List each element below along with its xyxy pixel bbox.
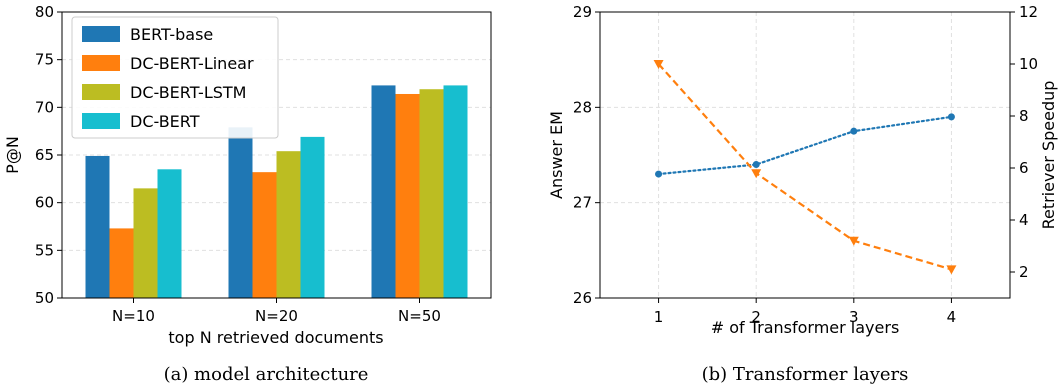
line-chart-x-tick-label: 4 <box>947 308 957 326</box>
bar <box>109 228 134 298</box>
bar <box>395 93 420 298</box>
line-chart-grid <box>600 11 1010 299</box>
line-chart-x-tick-label: 2 <box>751 308 761 326</box>
bar-chart-y-tick-label: 65 <box>35 146 54 164</box>
bar <box>85 155 110 298</box>
line-chart-caption: (b) Transformer layers <box>702 364 909 385</box>
bar-chart-bars <box>85 85 468 298</box>
left-y-tick-label: 26 <box>573 289 592 307</box>
answer-em-point <box>752 161 760 169</box>
right-y-tick-label: 4 <box>1019 211 1029 229</box>
legend-box <box>71 16 279 139</box>
legend-swatch <box>82 113 120 129</box>
bar-chart-x-tick-label: N=10 <box>112 307 155 325</box>
answer-em-point <box>947 113 955 121</box>
retriever-speedup-point <box>946 265 957 275</box>
legend-entry: DC-BERT <box>130 112 200 131</box>
line-chart-left-ticks: 26 27 28 29 <box>573 3 600 307</box>
legend-swatch <box>82 55 120 71</box>
line-chart-x-tick-label: 3 <box>849 308 859 326</box>
retriever-speedup-point <box>653 60 664 69</box>
answer-em-point <box>655 170 663 178</box>
line-chart-right-ylabel: Retriever Speedup <box>1039 81 1058 230</box>
bar <box>157 169 182 298</box>
bar <box>419 89 444 298</box>
bar-chart-y-tick-label: 60 <box>35 194 54 212</box>
bar-chart-x-tick-label: N=20 <box>255 307 298 325</box>
bar-chart-x-tick-label: N=50 <box>398 307 441 325</box>
left-y-tick-label: 29 <box>573 3 592 21</box>
right-y-tick-label: 8 <box>1019 107 1029 125</box>
line-chart-left-ylabel: Answer EM <box>547 111 566 199</box>
bar-chart-y-tick-label: 70 <box>35 98 54 116</box>
bar-chart-ylabel: P@N <box>3 136 22 174</box>
bar-chart-x-ticks: N=10 N=20 N=50 <box>112 298 441 325</box>
line-chart-x-tick-label: 1 <box>654 308 664 326</box>
legend-swatch <box>82 84 120 100</box>
bar <box>228 127 253 298</box>
bar-chart-y-tick-label: 55 <box>35 241 54 259</box>
bar-chart-panel: 50 55 60 65 70 75 80 N=10 N=20 N=50 P@N top N re… <box>3 3 492 385</box>
answer-em-line <box>657 115 953 176</box>
retriever-speedup-point <box>848 236 859 246</box>
bar <box>252 172 277 298</box>
bar-chart-y-tick-label: 80 <box>35 3 54 21</box>
bar <box>371 85 396 298</box>
right-y-tick-label: 6 <box>1019 159 1029 177</box>
left-y-tick-label: 27 <box>573 194 592 212</box>
legend-entry: BERT-base <box>130 25 213 44</box>
right-y-tick-label: 12 <box>1019 3 1038 21</box>
legend-entry: DC-BERT-LSTM <box>130 83 246 102</box>
right-y-tick-label: 2 <box>1019 263 1029 281</box>
line-chart-series <box>653 60 957 275</box>
bar-chart-y-ticks: 50 55 60 65 70 75 80 <box>35 3 62 307</box>
left-y-tick-label: 28 <box>573 98 592 116</box>
line-chart-frame <box>599 11 1011 299</box>
retriever-speedup-point <box>751 169 762 179</box>
bar-chart-legend: BERT-base DC-BERT-Linear DC-BERT-LSTM DC-BE… <box>71 16 279 139</box>
retriever-speedup-line <box>657 63 952 271</box>
bar <box>443 85 468 298</box>
bar <box>133 188 158 298</box>
bar-chart-xlabel: top N retrieved documents <box>168 328 383 347</box>
bar <box>300 136 325 298</box>
bar-chart-caption: (a) model architecture <box>164 364 369 385</box>
line-chart-right-ticks: 2 4 6 8 10 12 <box>1010 3 1038 281</box>
bar-chart-y-tick-label: 75 <box>35 51 54 69</box>
line-chart-xlabel: # of Transformer layers <box>711 318 900 337</box>
bar-chart-y-tick-label: 50 <box>35 289 54 307</box>
answer-em-point <box>850 127 858 135</box>
legend-swatch <box>82 26 120 42</box>
right-y-tick-label: 10 <box>1019 55 1038 73</box>
bar <box>276 151 301 298</box>
legend-entry: DC-BERT-Linear <box>130 54 254 73</box>
line-chart-x-ticks: 1 2 3 4 <box>654 298 956 326</box>
